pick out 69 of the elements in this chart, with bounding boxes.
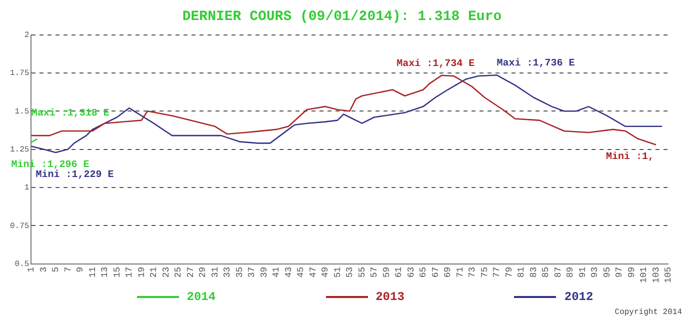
x-tick-label: 103 (651, 266, 662, 283)
x-tick-label: 77 (492, 266, 502, 278)
x-tick-label: 29 (198, 266, 208, 278)
x-tick-label: 87 (553, 266, 564, 278)
x-tick-label: 27 (186, 266, 196, 278)
y-tick-label: 1.5 (14, 107, 30, 116)
legend-label: 2014 (186, 290, 216, 304)
x-tick-label: 31 (210, 266, 220, 278)
x-tick-label: 99 (626, 266, 637, 278)
x-tick-label: 3 (38, 266, 49, 272)
x-tick-label: 15 (112, 266, 122, 278)
x-tick-label: 13 (100, 266, 110, 278)
y-tick-label: 1 (24, 184, 30, 193)
y-tick-label: 0.5 (14, 260, 30, 269)
x-tick-label: 55 (357, 266, 368, 278)
y-tick-label: 1.25 (10, 145, 30, 154)
x-tick-label: 45 (296, 266, 306, 278)
y-tick-label: 1.75 (10, 69, 30, 78)
x-tick-label: 59 (382, 266, 392, 278)
x-tick-label: 17 (124, 266, 135, 278)
x-tick-label: 91 (578, 266, 588, 278)
x-tick-label: 63 (406, 266, 416, 278)
x-tick-label: 101 (639, 266, 650, 283)
x-tick-label: 51 (332, 266, 343, 278)
x-tick-label: 5 (51, 266, 62, 272)
x-tick-label: 85 (541, 266, 552, 278)
x-tick-label: 9 (76, 266, 86, 272)
text: Copyright 2014 (614, 308, 682, 317)
x-tick-label: 95 (602, 266, 612, 278)
x-tick-label: 57 (370, 266, 380, 278)
x-tick-label: 37 (247, 266, 258, 278)
y-tick-label: 0.75 (10, 222, 30, 231)
x-tick-label: 75 (480, 266, 490, 278)
x-tick-label: 89 (566, 266, 576, 278)
x-tick-label: 53 (345, 266, 356, 278)
x-tick-label: 35 (234, 266, 245, 278)
x-tick-label: 33 (222, 266, 233, 278)
x-tick-label: 79 (504, 266, 514, 278)
x-tick-label: 105 (664, 266, 674, 283)
annotation: Mini :1,229 E (36, 169, 114, 182)
x-tick-label: 81 (516, 266, 527, 278)
x-tick-label: 97 (614, 266, 625, 278)
x-tick-label: 65 (418, 266, 429, 278)
x-tick-label: 69 (443, 266, 454, 278)
x-tick-label: 61 (394, 266, 404, 278)
x-tick-label: 41 (272, 266, 282, 278)
x-tick-label: 25 (174, 266, 184, 278)
annotation: Maxi :1,318 E (31, 107, 110, 120)
x-tick-label: 7 (63, 266, 74, 272)
x-tick-label: 11 (88, 266, 98, 278)
x-tick-label: 93 (590, 266, 600, 278)
x-tick-label: 43 (284, 266, 294, 278)
x-tick-label: 21 (149, 266, 160, 278)
x-tick-label: 47 (308, 266, 318, 278)
x-tick-label: 73 (468, 266, 478, 278)
x-tick-label: 49 (320, 266, 331, 278)
chart-title: DERNIER COURS (09/01/2014): 1.318 Euro (182, 8, 502, 25)
x-tick-label: 67 (430, 266, 441, 278)
annotation: Maxi :1,734 E (396, 58, 475, 70)
x-tick-label: 71 (455, 266, 466, 278)
legend-label: 2013 (376, 290, 404, 304)
annotation: Maxi :1,736 E (496, 58, 575, 70)
y-tick-label: 2 (24, 30, 30, 40)
x-tick-label: 83 (528, 266, 539, 278)
x-tick-label: 19 (136, 266, 147, 278)
x-tick-label: 23 (161, 266, 172, 278)
legend-label: 2012 (564, 290, 594, 304)
x-tick-label: 39 (259, 266, 270, 278)
annotation: Mini :1, (606, 151, 654, 164)
